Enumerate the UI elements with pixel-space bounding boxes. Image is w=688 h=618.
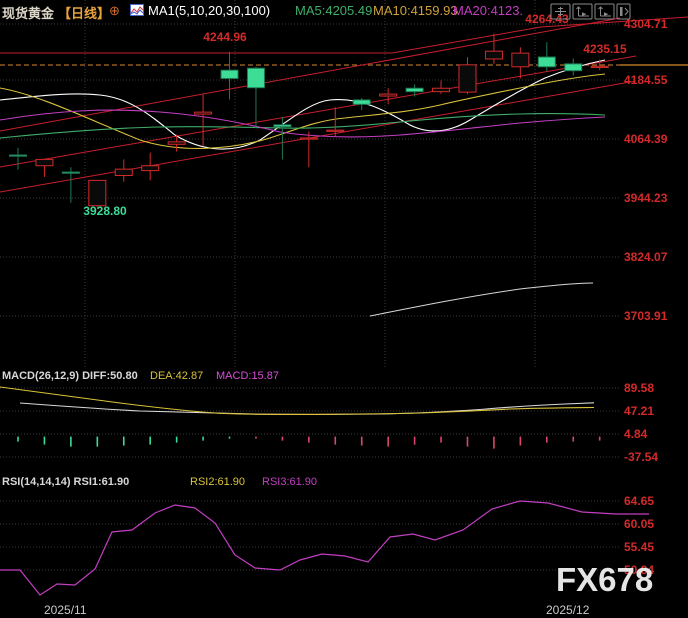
svg-text:2025/12: 2025/12 bbox=[546, 603, 590, 617]
svg-text:89.58: 89.58 bbox=[624, 381, 654, 395]
svg-text:4064.39: 4064.39 bbox=[624, 132, 668, 146]
svg-text:47.21: 47.21 bbox=[624, 404, 654, 418]
svg-text:3703.91: 3703.91 bbox=[624, 309, 668, 323]
svg-text:4304.71: 4304.71 bbox=[624, 17, 668, 31]
svg-text:4244.96: 4244.96 bbox=[203, 30, 247, 44]
svg-text:55.45: 55.45 bbox=[624, 540, 654, 554]
svg-text:64.65: 64.65 bbox=[624, 494, 654, 508]
svg-text:4235.15: 4235.15 bbox=[583, 42, 627, 56]
svg-text:4184.55: 4184.55 bbox=[624, 73, 668, 87]
svg-text:4264.43: 4264.43 bbox=[525, 12, 569, 26]
svg-text:FX678: FX678 bbox=[556, 561, 653, 598]
svg-text:3824.07: 3824.07 bbox=[624, 250, 668, 264]
svg-text:-37.54: -37.54 bbox=[624, 450, 658, 464]
svg-text:4.84: 4.84 bbox=[624, 427, 648, 441]
svg-text:60.05: 60.05 bbox=[624, 517, 654, 531]
svg-text:3944.23: 3944.23 bbox=[624, 191, 668, 205]
svg-text:2025/11: 2025/11 bbox=[44, 603, 87, 617]
